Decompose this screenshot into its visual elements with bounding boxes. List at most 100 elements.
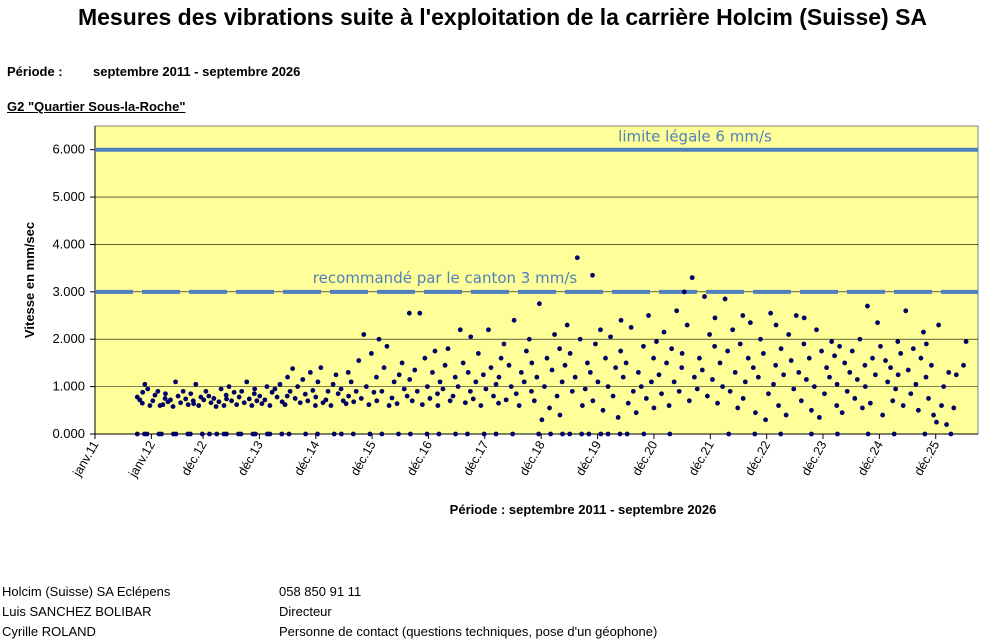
data-point — [822, 391, 827, 397]
data-point — [880, 412, 886, 418]
data-point — [852, 396, 858, 401]
data-point — [750, 365, 756, 371]
data-point — [844, 388, 850, 394]
data-point — [763, 417, 768, 423]
data-point — [786, 332, 792, 337]
data-point — [895, 372, 901, 378]
data-point — [842, 360, 848, 366]
data-point — [544, 355, 550, 361]
data-point — [875, 320, 880, 326]
data-point — [814, 327, 819, 333]
data-point — [330, 381, 336, 387]
data-point — [374, 398, 380, 404]
data-point — [394, 401, 400, 407]
data-point — [635, 370, 641, 375]
data-point — [689, 275, 695, 281]
data-point — [791, 386, 797, 392]
data-point — [208, 400, 214, 406]
data-point — [549, 367, 555, 373]
reference-line-label: limite légale 6 mm/s — [618, 128, 772, 146]
data-point — [137, 397, 143, 403]
data-point — [643, 396, 649, 401]
data-point — [554, 393, 560, 399]
data-point — [303, 431, 309, 437]
data-point — [569, 388, 575, 394]
data-point — [424, 384, 430, 390]
data-point — [345, 370, 351, 375]
data-point — [837, 343, 843, 349]
x-tick-label: déc.22 — [742, 438, 773, 478]
data-point — [534, 374, 540, 380]
data-point — [666, 403, 672, 408]
data-point — [440, 386, 446, 392]
data-point — [712, 315, 718, 321]
data-point — [150, 398, 156, 404]
data-point — [922, 431, 928, 437]
data-point — [798, 398, 804, 404]
data-point — [191, 401, 197, 407]
data-point — [367, 431, 373, 437]
data-point — [595, 379, 601, 385]
x-tick-label: déc.23 — [799, 438, 830, 478]
data-point — [305, 398, 311, 404]
data-point — [939, 403, 944, 408]
data-point — [462, 400, 468, 406]
data-point — [223, 392, 229, 398]
data-point — [613, 365, 619, 371]
data-point — [450, 393, 456, 399]
data-point — [218, 386, 224, 392]
data-point — [363, 384, 369, 390]
data-point — [694, 386, 700, 392]
data-point — [437, 379, 443, 385]
data-point — [801, 315, 807, 321]
data-point — [712, 343, 718, 349]
x-tick-label: déc.14 — [291, 438, 322, 478]
data-point — [615, 415, 621, 420]
data-point — [465, 431, 470, 437]
data-point — [257, 393, 263, 399]
data-point — [193, 381, 199, 387]
data-point — [152, 392, 158, 398]
data-point — [518, 370, 524, 375]
data-point — [582, 386, 588, 392]
data-point — [412, 367, 418, 373]
data-point — [824, 365, 830, 371]
data-point — [862, 362, 868, 368]
data-point — [371, 389, 377, 395]
data-point — [286, 431, 292, 437]
data-point — [661, 329, 667, 335]
x-tick-label: déc.17 — [461, 438, 492, 478]
data-point — [160, 402, 166, 408]
data-point — [908, 391, 914, 397]
data-point — [586, 431, 592, 437]
data-point — [773, 322, 779, 328]
data-point — [753, 410, 758, 416]
data-point — [676, 388, 682, 394]
data-point — [918, 355, 924, 361]
data-point — [313, 394, 319, 400]
data-point — [335, 391, 341, 397]
data-point — [213, 404, 219, 409]
data-point — [508, 384, 514, 390]
data-point — [147, 403, 153, 408]
data-point — [325, 388, 331, 394]
plot-area — [94, 125, 979, 435]
data-point — [229, 398, 234, 404]
x-tick-label: déc.24 — [855, 438, 886, 478]
data-point — [178, 400, 184, 406]
data-point — [246, 396, 252, 402]
data-point — [641, 343, 646, 349]
data-point — [140, 389, 146, 395]
data-point — [226, 384, 232, 390]
data-point — [923, 374, 929, 380]
data-point — [715, 400, 720, 406]
data-point — [139, 400, 145, 406]
data-point — [366, 402, 372, 408]
data-point — [747, 320, 753, 326]
data-point — [295, 384, 301, 390]
data-point — [264, 384, 270, 390]
data-point — [598, 327, 603, 333]
data-point — [883, 358, 888, 363]
data-point — [379, 431, 385, 437]
data-point — [374, 374, 379, 380]
